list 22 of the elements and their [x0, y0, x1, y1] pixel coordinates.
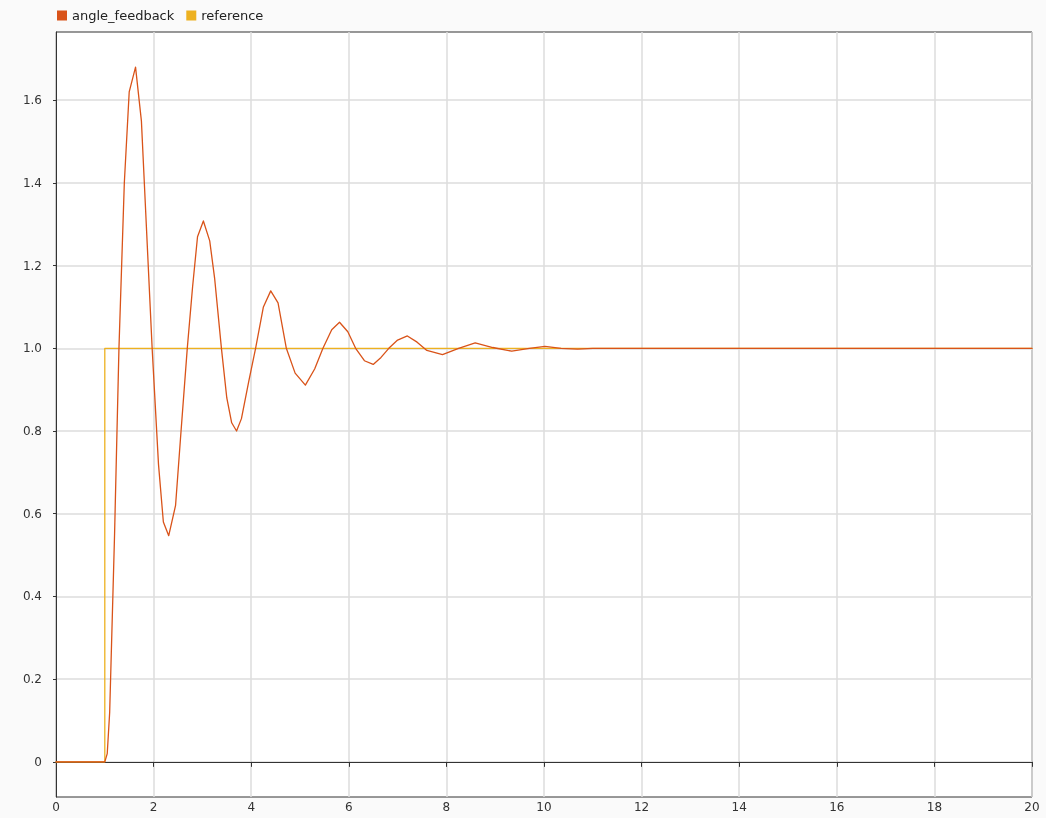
- x-tick-label: 18: [926, 800, 943, 814]
- x-tick-label: 10: [536, 800, 552, 814]
- y-tick-label: 0: [34, 754, 42, 769]
- x-tick-label: 20: [1024, 800, 1040, 814]
- x-tick-label: 14: [731, 800, 747, 814]
- y-tick-label: 0.6: [22, 506, 42, 521]
- x-tick-label: 12: [633, 800, 650, 814]
- x-tick-label: 2: [149, 800, 158, 814]
- y-tick-label: 0.8: [22, 424, 42, 439]
- x-tick-label: 6: [344, 800, 353, 814]
- x-tick-label: 16: [829, 800, 845, 814]
- y-tick-label: 1.6: [22, 93, 42, 108]
- legend-label: reference: [201, 8, 264, 23]
- y-tick-label: 1.0: [22, 341, 42, 356]
- y-tick-label: 1.2: [22, 258, 42, 273]
- legend-label: angle_feedback: [72, 8, 175, 23]
- x-tick-label: 0: [52, 800, 60, 814]
- y-tick-label: 1.4: [22, 175, 42, 190]
- y-tick-label: 0.4: [22, 589, 42, 604]
- x-tick-label: 4: [247, 800, 256, 814]
- y-tick-label: 0.2: [22, 672, 42, 687]
- x-tick-label: 8: [442, 800, 451, 814]
